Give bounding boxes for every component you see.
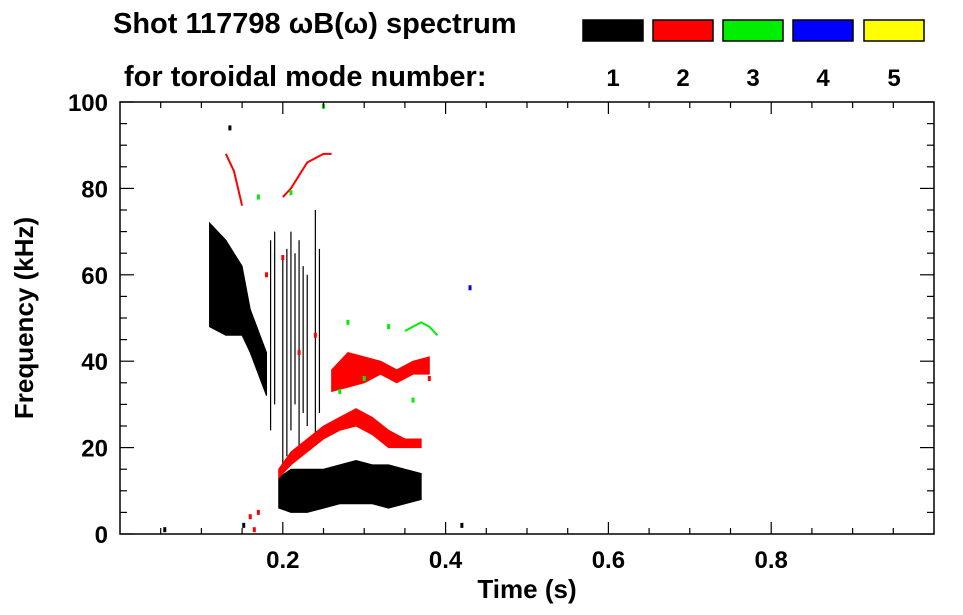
mode-2-point-1 bbox=[256, 509, 260, 515]
y-tick-label: 0 bbox=[95, 522, 108, 549]
legend-label-mode-3: 3 bbox=[746, 65, 759, 92]
y-axis: 0 20 40 60 80 100 bbox=[68, 90, 934, 549]
x-tick-label: 0.2 bbox=[266, 547, 299, 574]
mode-2-trace-1 bbox=[282, 152, 332, 198]
legend: 1 2 3 4 5 bbox=[582, 19, 925, 92]
y-tick-label: 20 bbox=[81, 436, 108, 463]
mode-2-point-4 bbox=[297, 350, 301, 356]
mode-4-point-0 bbox=[468, 285, 472, 291]
mode-2-point-6 bbox=[403, 367, 407, 373]
mode-1-point-0 bbox=[163, 527, 167, 533]
mode-2-band-2 bbox=[278, 408, 422, 480]
mode-2-point-2 bbox=[265, 272, 269, 278]
y-tick-label: 100 bbox=[68, 90, 108, 117]
mode-2-band-3 bbox=[331, 352, 430, 393]
mode-1-point-1 bbox=[228, 125, 232, 131]
x-axis-label: Time (s) bbox=[477, 574, 576, 604]
series-mode-4 bbox=[468, 285, 472, 291]
x-axis: 0.2 0.4 0.6 0.8 bbox=[160, 102, 894, 574]
mode-3-trace-0 bbox=[404, 321, 439, 336]
mode-3-point-7 bbox=[362, 375, 366, 381]
legend-label-mode-4: 4 bbox=[816, 65, 830, 92]
mode-3-point-5 bbox=[411, 397, 415, 403]
mode-3-point-1 bbox=[256, 194, 260, 200]
series-mode-2 bbox=[224, 152, 431, 533]
legend-label-mode-1: 1 bbox=[606, 65, 619, 92]
mode-1-band-0 bbox=[209, 221, 268, 396]
mode-3-point-4 bbox=[346, 319, 350, 325]
mode-3-point-3 bbox=[387, 324, 391, 330]
legend-swatch-mode-1 bbox=[582, 19, 644, 42]
mode-2-point-7 bbox=[427, 375, 431, 381]
mode-1-point-2 bbox=[242, 522, 246, 528]
series-mode-1 bbox=[163, 125, 464, 533]
legend-swatch-mode-5 bbox=[863, 19, 925, 42]
y-tick-label: 40 bbox=[81, 349, 108, 376]
mode-3-point-2 bbox=[289, 190, 293, 196]
mode-2-point-0 bbox=[248, 514, 252, 520]
legend-label-mode-5: 5 bbox=[887, 65, 900, 92]
chart-title-line2: for toroidal mode number: bbox=[124, 61, 487, 93]
legend-label-mode-2: 2 bbox=[676, 65, 689, 92]
x-tick-label: 0.6 bbox=[592, 547, 625, 574]
plot-area bbox=[163, 103, 472, 533]
legend-swatch-mode-4 bbox=[792, 19, 854, 42]
legend-swatch-mode-3 bbox=[722, 19, 784, 42]
legend-swatch-mode-2 bbox=[652, 19, 714, 42]
chart-title-line1: Shot 117798 ωB(ω) spectrum bbox=[113, 8, 517, 40]
y-tick-label: 60 bbox=[81, 263, 108, 290]
mode-3-point-6 bbox=[338, 388, 342, 394]
x-tick-label: 0.8 bbox=[755, 547, 788, 574]
mode-2-point-5 bbox=[313, 332, 317, 338]
x-tick-label: 0.4 bbox=[429, 547, 463, 574]
y-axis-label: Frequency (kHz) bbox=[9, 217, 39, 419]
mode-2-point-3 bbox=[281, 255, 285, 261]
mode-2-point-8 bbox=[252, 527, 256, 533]
mode-1-point-3 bbox=[460, 522, 464, 528]
y-tick-label: 80 bbox=[81, 176, 108, 203]
mode-2-trace-0 bbox=[224, 153, 244, 206]
mode-1-band-1 bbox=[278, 460, 422, 513]
